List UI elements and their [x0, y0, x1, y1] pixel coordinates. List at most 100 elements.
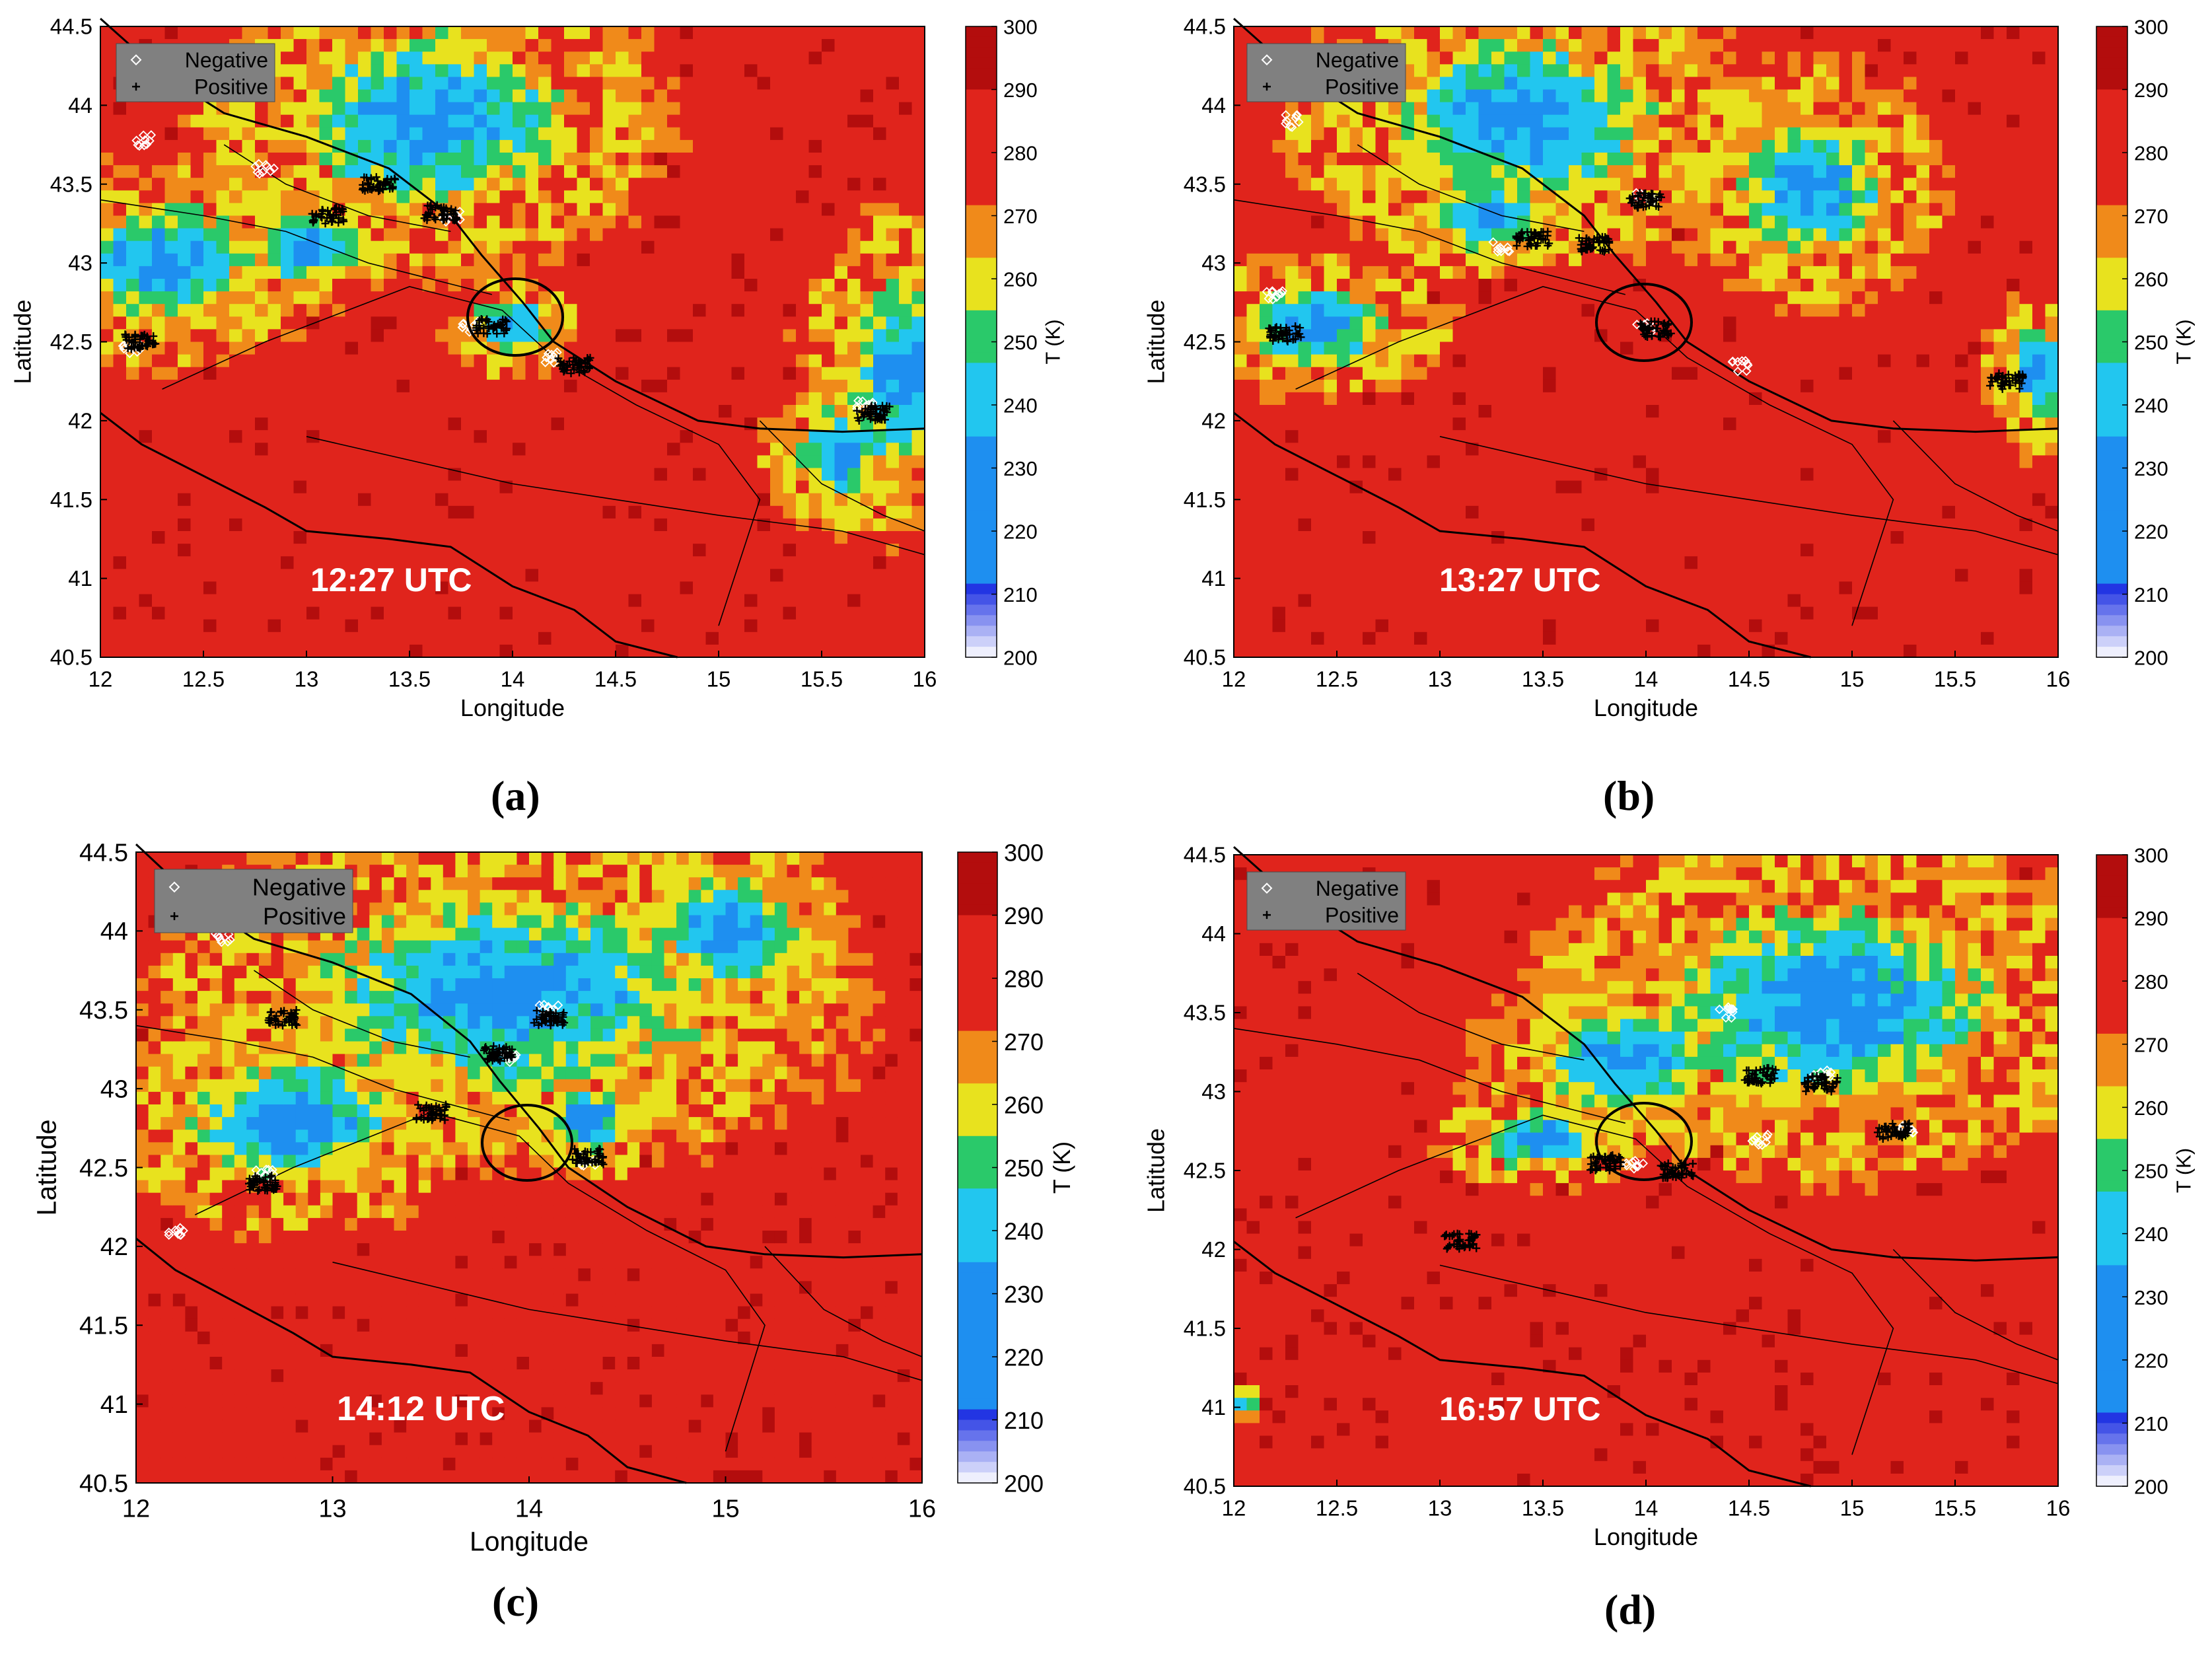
- temperature-cell: [190, 531, 204, 544]
- temperature-cell: [487, 505, 501, 519]
- temperature-cell: [345, 26, 359, 40]
- temperature-cell: [628, 114, 642, 128]
- temperature-cell: [126, 253, 140, 267]
- temperature-cell: [628, 505, 642, 519]
- temperature-cell: [899, 304, 913, 317]
- temperature-cell: [242, 594, 256, 608]
- temperature-cell: [358, 240, 372, 254]
- temperature-cell: [796, 64, 810, 77]
- temperature-cell: [203, 631, 217, 645]
- temperature-cell: [1569, 52, 1583, 65]
- temperature-cell: [1401, 455, 1415, 469]
- temperature-cell: [139, 493, 153, 507]
- temperature-cell: [448, 114, 462, 128]
- temperature-cell: [371, 493, 384, 507]
- temperature-cell: [396, 544, 410, 557]
- temperature-cell: [1388, 430, 1402, 443]
- temperature-cell: [422, 594, 436, 608]
- temperature-cell: [680, 52, 694, 65]
- temperature-cell: [190, 342, 204, 355]
- temperature-cell: [242, 569, 256, 582]
- temperature-cell: [1504, 178, 1518, 191]
- temperature-cell: [641, 505, 655, 519]
- temperature-cell: [1491, 544, 1505, 557]
- temperature-cell: [628, 581, 642, 595]
- temperature-cell: [744, 367, 758, 380]
- temperature-cell: [1555, 379, 1569, 393]
- temperature-cell: [513, 544, 526, 557]
- area-of-interest-circle: [466, 277, 564, 357]
- temperature-cell: [847, 215, 861, 229]
- positive-strike-marker: [318, 207, 327, 215]
- temperature-cell: [190, 228, 204, 242]
- temperature-cell: [822, 316, 836, 330]
- temperature-cell: [616, 505, 629, 519]
- temperature-cell: [860, 329, 874, 343]
- temperature-cell: [1375, 594, 1389, 608]
- temperature-cell: [822, 26, 836, 40]
- temperature-cell: [499, 52, 513, 65]
- temperature-cell: [1324, 253, 1338, 267]
- temperature-cell: [1491, 228, 1505, 242]
- temperature-cell: [164, 215, 178, 229]
- temperature-cell: [281, 52, 295, 65]
- temperature-cell: [911, 493, 925, 507]
- caption-a: (a): [491, 772, 540, 819]
- temperature-cell: [873, 354, 887, 368]
- temperature-cell: [731, 581, 745, 595]
- temperature-cell: [178, 430, 192, 443]
- temperature-cell: [1440, 644, 1454, 658]
- temperature-cell: [860, 190, 874, 203]
- temperature-cell: [384, 606, 398, 620]
- temperature-cell: [371, 64, 384, 77]
- temperature-cell: [1363, 493, 1376, 507]
- temperature-cell: [731, 190, 745, 203]
- temperature-cell: [1272, 354, 1286, 368]
- temperature-cell: [1504, 64, 1518, 77]
- temperature-cell: [796, 215, 810, 229]
- temperature-cell: [139, 279, 153, 292]
- temperature-cell: [667, 316, 681, 330]
- temperature-cell: [216, 279, 230, 292]
- temperature-cell: [1517, 569, 1531, 582]
- temperature-cell: [834, 77, 848, 90]
- temperature-cell: [860, 153, 874, 166]
- temperature-cell: [731, 228, 745, 242]
- temperature-cell: [268, 443, 281, 456]
- temperature-cell: [628, 203, 642, 217]
- temperature-cell: [474, 153, 487, 166]
- temperature-cell: [1246, 279, 1260, 292]
- temperature-cell: [203, 240, 217, 254]
- temperature-cell: [100, 52, 114, 65]
- temperature-cell: [178, 316, 192, 330]
- temperature-cell: [705, 304, 719, 317]
- temperature-cell: [487, 153, 501, 166]
- temperature-cell: [345, 556, 359, 569]
- temperature-cell: [1440, 26, 1454, 40]
- temperature-cell: [435, 89, 449, 103]
- temperature-cell: [719, 139, 732, 153]
- temperature-cell: [680, 165, 694, 178]
- temperature-cell: [911, 594, 925, 608]
- temperature-cell: [590, 153, 604, 166]
- temperature-cell: [693, 266, 707, 279]
- temperature-cell: [822, 430, 836, 443]
- temperature-cell: [911, 52, 925, 65]
- temperature-cell: [886, 102, 900, 116]
- temperature-cell: [358, 139, 372, 153]
- temperature-cell: [731, 329, 745, 343]
- temperature-cell: [371, 417, 384, 431]
- temperature-cell: [1414, 367, 1428, 380]
- temperature-cell: [1543, 619, 1557, 633]
- temperature-cell: [1246, 544, 1260, 557]
- temperature-cell: [1324, 190, 1338, 203]
- temperature-cell: [822, 190, 836, 203]
- temperature-cell: [641, 619, 655, 633]
- temperature-cell: [1414, 215, 1428, 229]
- temperature-cell: [1311, 417, 1325, 431]
- temperature-cell: [255, 316, 269, 330]
- temperature-cell: [178, 178, 192, 191]
- temperature-cell: [281, 139, 295, 153]
- temperature-cell: [164, 291, 178, 305]
- temperature-cell: [899, 253, 913, 267]
